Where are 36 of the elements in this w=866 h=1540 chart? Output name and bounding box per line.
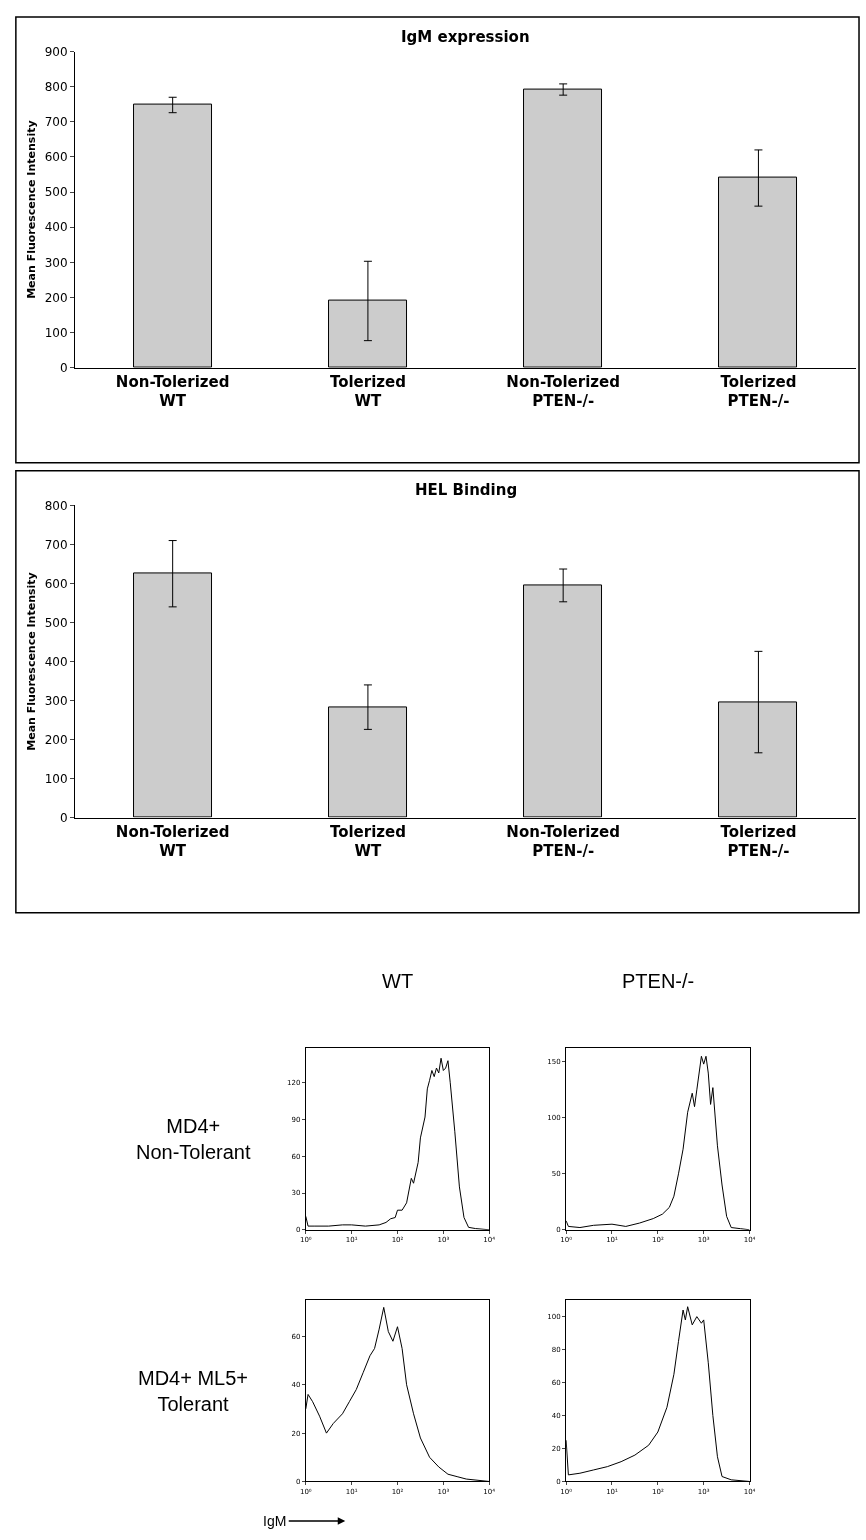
x-tick-label: Non-Tolerized WT <box>115 822 230 861</box>
y-tick-label: 400 <box>44 220 68 235</box>
y-tick-label: 800 <box>44 498 68 513</box>
text: MD4+ ML5+ Tolerant <box>138 1367 249 1415</box>
y-tick-label: 300 <box>44 693 68 708</box>
y-tick-label: 700 <box>44 115 68 130</box>
y-axis-title: Mean Fluorescence Intensity <box>25 572 39 751</box>
y-tick-label: 600 <box>44 576 68 591</box>
y-tick-label: 100 <box>44 771 68 786</box>
y-tick-label: 200 <box>44 732 68 747</box>
y-tick-label: 400 <box>44 654 68 669</box>
y-tick-label: 900 <box>44 44 68 59</box>
x-tick-label: Non-Tolerized WT <box>115 372 230 411</box>
y-tick-label: 800 <box>44 79 68 94</box>
y-axis-title: Mean Fluorescence Intensity <box>25 120 39 299</box>
chart-title: PTEN-/- <box>622 970 695 992</box>
chart-title: WT <box>382 970 414 992</box>
chart-title: HEL Binding <box>415 481 518 499</box>
y-tick-label: 200 <box>44 290 68 305</box>
x-tick-label: Tolerized PTEN-/- <box>720 822 797 861</box>
y-tick-label: 600 <box>44 150 68 165</box>
text: MD4+ Non-Tolerant <box>136 1115 251 1163</box>
x-tick-label: Tolerized PTEN-/- <box>720 372 797 411</box>
y-tick-label: 500 <box>44 615 68 630</box>
x-tick-label: Non-Tolerized PTEN-/- <box>506 372 620 411</box>
y-tick-label: 300 <box>44 255 68 270</box>
x-tick-label: Non-Tolerized PTEN-/- <box>506 822 620 861</box>
x-tick-label: Tolerized WT <box>329 372 406 411</box>
y-tick-label: 500 <box>44 185 68 200</box>
x-axis-title: IgM <box>263 1513 287 1529</box>
chart-title: IgM expression <box>401 28 530 46</box>
y-tick-label: 0 <box>59 360 68 375</box>
y-tick-label: 700 <box>44 537 68 552</box>
y-tick-label: 0 <box>59 810 68 825</box>
x-tick-label: Tolerized WT <box>329 822 406 861</box>
y-tick-label: 100 <box>44 325 68 340</box>
